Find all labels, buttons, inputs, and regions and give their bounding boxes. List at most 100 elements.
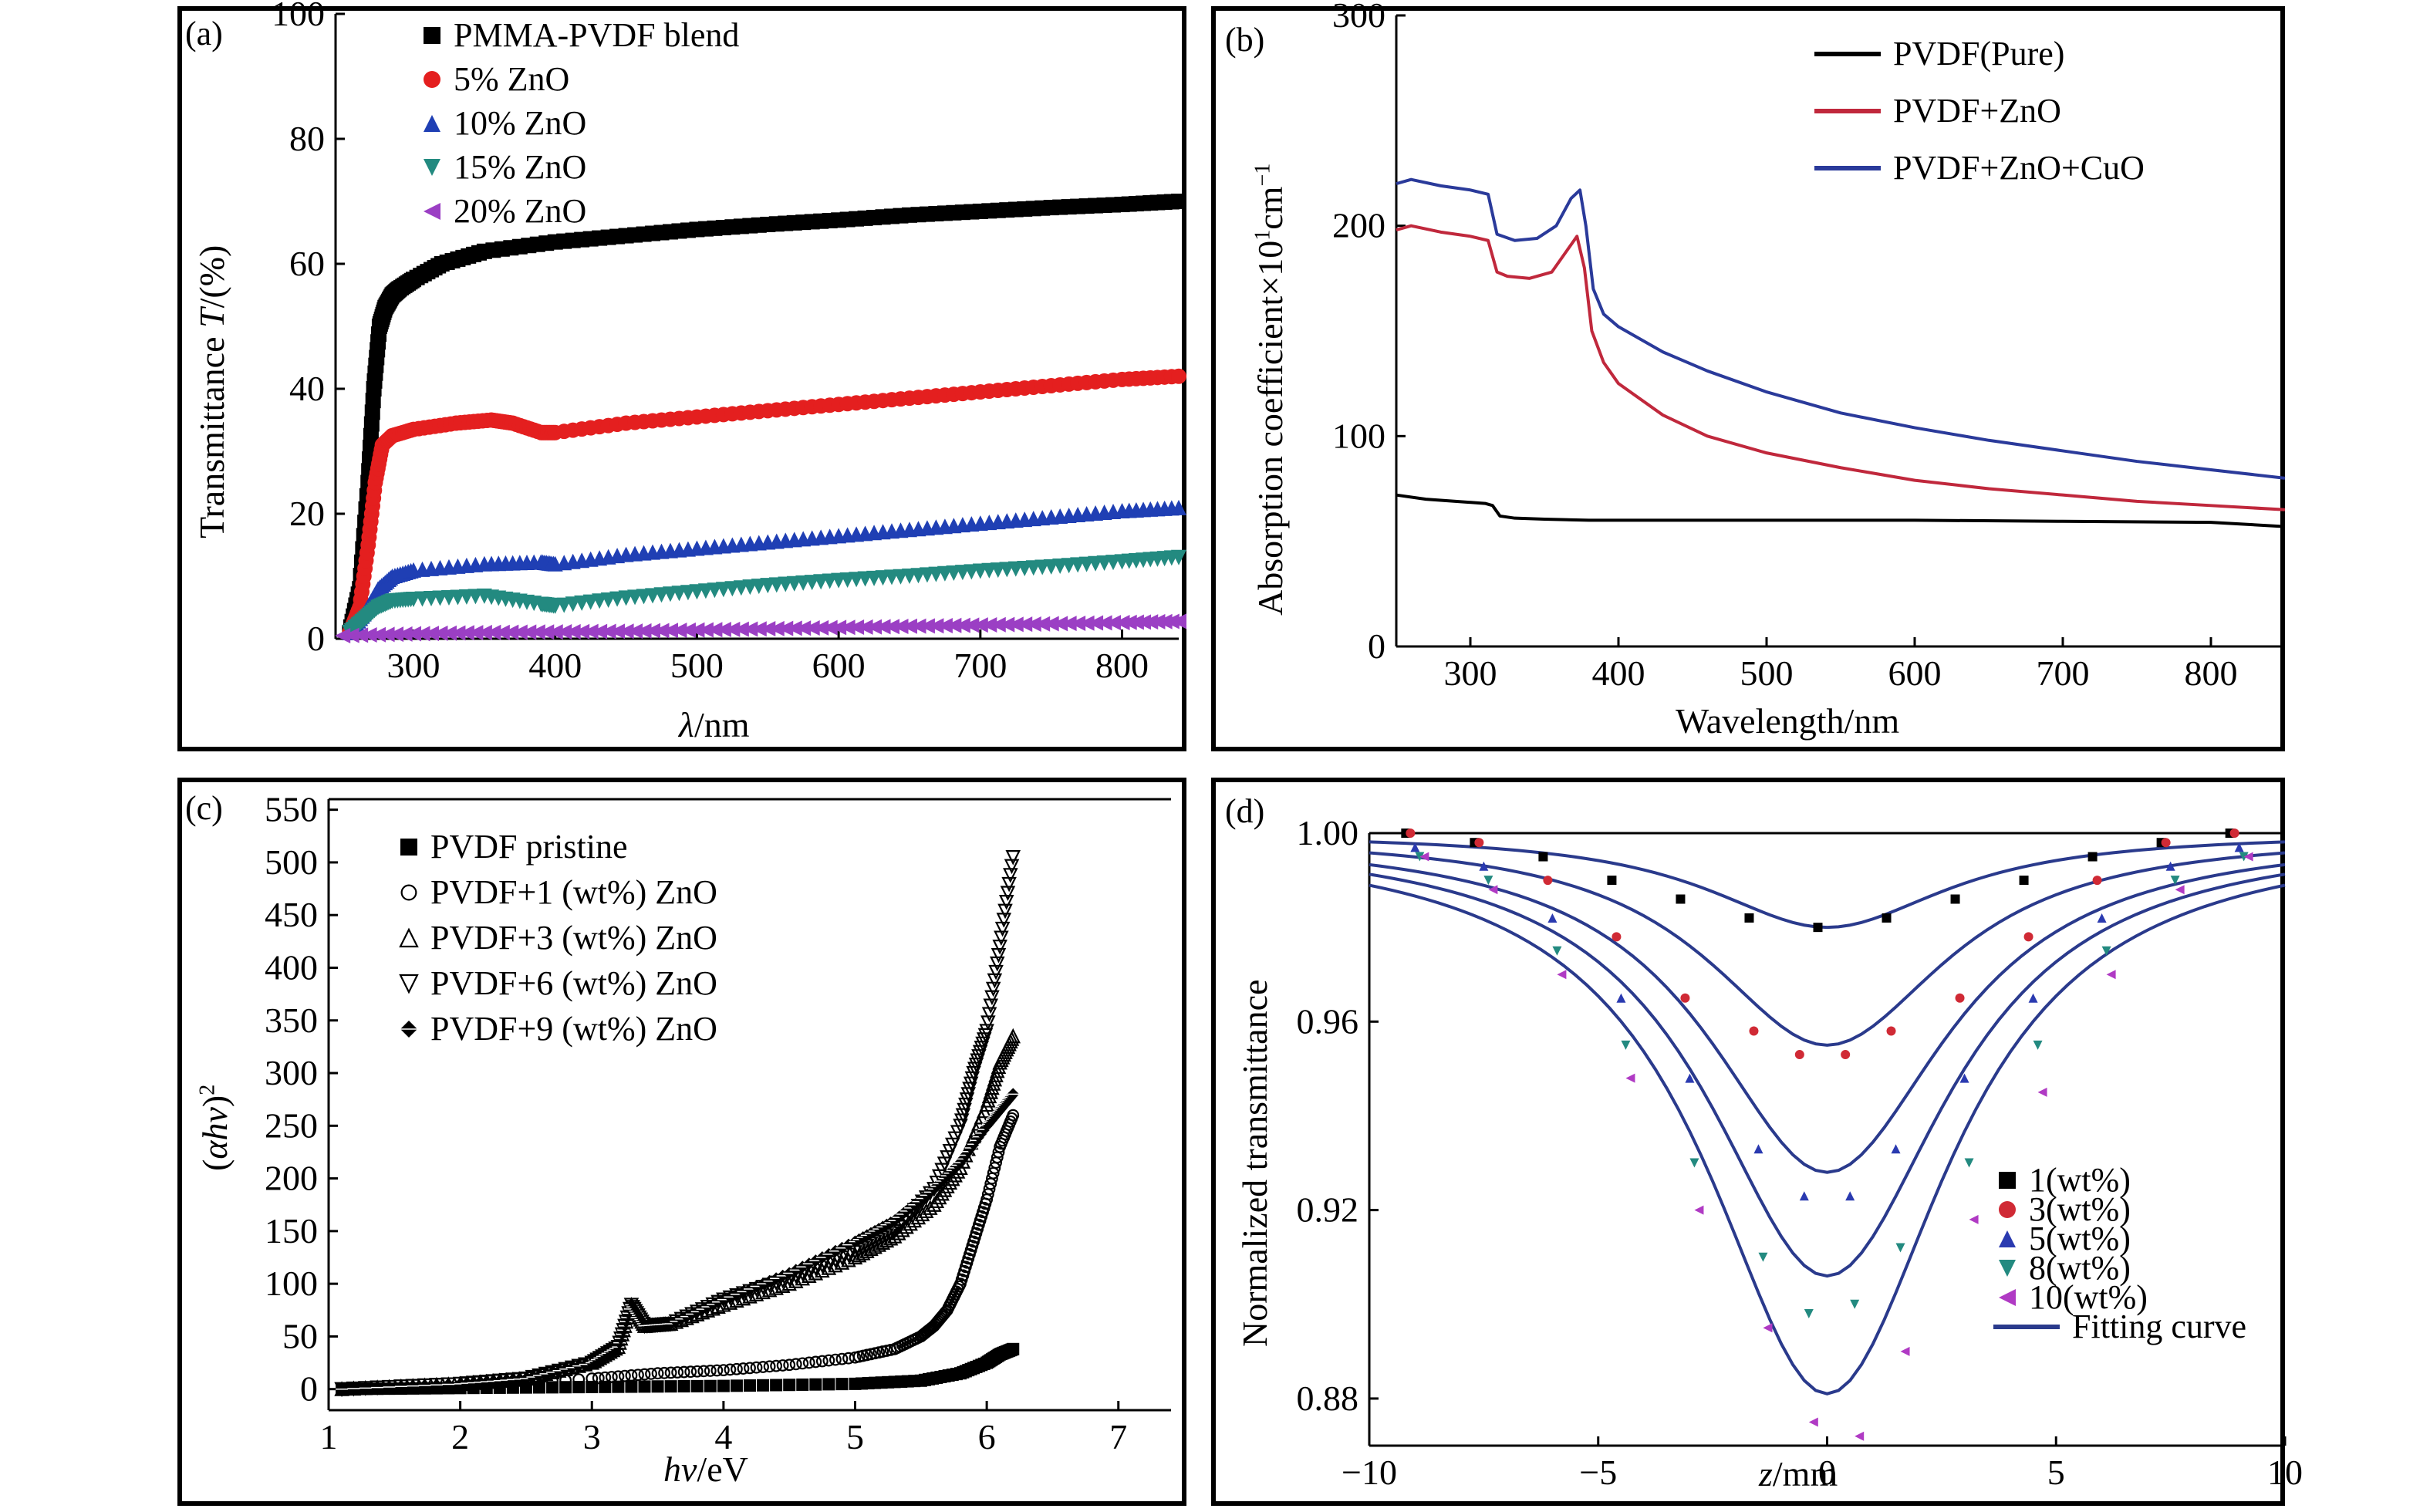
point-d-1-6	[1794, 1050, 1804, 1060]
point-d-0-9	[2019, 876, 2029, 886]
point-a-4-87	[1105, 615, 1122, 631]
point-a-4-26	[565, 623, 581, 640]
point-a-4-86	[1096, 615, 1112, 631]
point-a-4-37	[662, 623, 678, 639]
x-axis-unit-d: /mm	[1772, 1454, 1838, 1493]
point-c-0-24	[638, 1380, 651, 1393]
point-a-4-19	[503, 624, 519, 640]
point-a-4-82	[1061, 616, 1077, 632]
x-tick-label-d-1: −5	[1579, 1453, 1617, 1492]
point-a-4-36	[653, 623, 670, 639]
point-c-4-8	[430, 1379, 443, 1392]
point-c-1-33	[671, 1366, 684, 1379]
point-d-3-9	[1964, 1158, 1974, 1168]
x-axis-unit-a: /nm	[694, 705, 750, 744]
y-axis-label-d: Normalized transmittance	[1235, 979, 1274, 1347]
legend-text-a-0: PMMA-PVDF blend	[454, 16, 740, 54]
y-tick-label-c-7: 350	[265, 1001, 318, 1040]
point-c-1-31	[658, 1366, 670, 1379]
point-d-0-4	[1676, 894, 1686, 904]
point-d-1-7	[1841, 1050, 1851, 1060]
y-axis-sup1-b: 1	[1250, 229, 1275, 241]
point-a-4-42	[707, 622, 723, 638]
y-axis-label-a: Transmittance T/(%)	[191, 245, 232, 538]
panel-label-a: (a)	[185, 15, 223, 52]
point-a-4-79	[1034, 616, 1051, 632]
y-axis-label-c: (αhv)2	[194, 1085, 235, 1171]
point-d-2-5	[1753, 1144, 1763, 1154]
point-c-1-44	[744, 1362, 756, 1375]
point-d-0-7	[1882, 913, 1892, 923]
point-d-0-8	[1950, 894, 1960, 904]
legend-marker-a-2	[424, 115, 440, 132]
point-a-4-53	[804, 620, 820, 636]
y-tick-label-d-1: 0.92	[1297, 1190, 1359, 1230]
point-a-4-6	[388, 626, 404, 643]
point-d-1-3	[1612, 932, 1622, 942]
x-axis-symbol-c: hv	[663, 1450, 697, 1489]
legend-marker-b-2	[1814, 166, 1881, 170]
y-tick-label-c-0: 0	[300, 1369, 318, 1409]
legend-text-c-2: PVDF+3 (wt%) ZnO	[430, 919, 717, 957]
x-tick-label-d-4: 10	[2267, 1453, 2303, 1492]
point-c-3-135	[959, 1092, 975, 1108]
point-a-4-68	[937, 617, 953, 633]
point-d-1-4	[1680, 993, 1690, 1003]
point-c-1-150	[1007, 1109, 1020, 1122]
panel-border-b	[1211, 6, 2285, 751]
point-c-3-138	[963, 1076, 979, 1092]
legend-text-d-1: 3(wt%)	[2029, 1190, 2131, 1228]
point-a-4-43	[715, 622, 731, 638]
point-d-2-10	[2028, 993, 2038, 1003]
point-a-2-128	[1171, 499, 1186, 515]
y-tick-label-c-4: 200	[265, 1159, 318, 1198]
legend-marker-c-2	[399, 927, 419, 948]
point-d-1-9	[1955, 993, 1965, 1003]
point-d-3-10	[2033, 1040, 2043, 1050]
x-tick-label-b-5: 800	[2185, 653, 2238, 693]
point-c-1-57	[829, 1353, 842, 1366]
point-c-4-6	[407, 1379, 420, 1392]
point-d-3-3	[1621, 1040, 1631, 1050]
point-c-0-20	[586, 1380, 599, 1393]
point-d-4-12	[2175, 885, 2185, 895]
legend-marker-c-1	[400, 884, 417, 901]
point-c-0-17	[546, 1381, 559, 1394]
point-a-3-128	[1171, 549, 1186, 565]
point-d-1-0	[1406, 829, 1416, 838]
point-c-4-160	[1007, 1088, 1020, 1101]
y-axis-open-c: (	[195, 1159, 235, 1171]
y-axis-unit-a: /(%)	[192, 245, 231, 309]
y-tick-label-b-3: 300	[1332, 0, 1385, 35]
y-tick-label-c-8: 400	[265, 947, 318, 987]
point-c-3-137	[962, 1082, 977, 1097]
panel-border-d	[1211, 778, 2285, 1506]
point-d-0-3	[1607, 876, 1617, 886]
y-tick-label-c-9: 450	[265, 895, 318, 934]
legend-marker-c-3	[399, 974, 419, 994]
point-a-4-85	[1088, 615, 1104, 631]
point-c-4-9	[442, 1378, 455, 1391]
point-d-1-12	[2161, 838, 2171, 848]
legend-text-a-2: 10% ZnO	[454, 104, 587, 142]
point-a-0-22	[364, 404, 380, 420]
y-tick-label-d-2: 0.96	[1297, 1001, 1359, 1041]
point-d-1-5	[1749, 1026, 1759, 1036]
point-a-4-17	[485, 624, 501, 640]
point-a-0-21	[363, 416, 380, 432]
point-a-4-38	[671, 623, 687, 639]
point-a-4-35	[645, 623, 661, 639]
point-c-1-26	[625, 1369, 638, 1382]
panel-label-b: (b)	[1225, 21, 1265, 59]
point-a-4-33	[627, 623, 643, 640]
point-d-3-8	[1895, 1243, 1905, 1253]
point-c-1-28	[638, 1368, 651, 1381]
point-a-4-58	[849, 619, 865, 636]
legend-marker-a-3	[424, 159, 440, 176]
series-line-b-1	[1396, 224, 2286, 511]
point-c-0-22	[612, 1380, 625, 1393]
y-tick-label-c-3: 150	[265, 1211, 318, 1250]
legend-marker-b-0	[1814, 52, 1881, 56]
point-c-0-21	[599, 1380, 612, 1393]
legend-marker-d-4	[1999, 1289, 2016, 1306]
